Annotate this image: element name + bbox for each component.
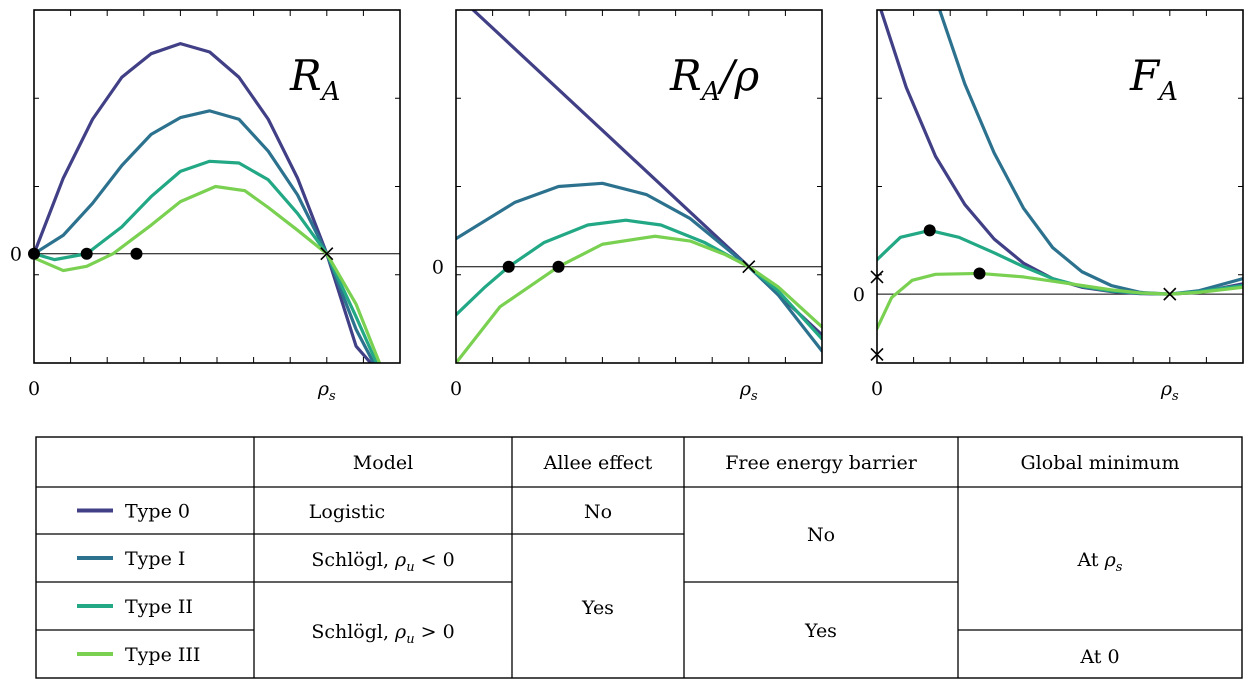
- barrier-no: No: [807, 524, 835, 546]
- equilibrium-dot: [80, 247, 93, 260]
- barrier-yes: Yes: [804, 620, 837, 642]
- x-tick-label: ρs: [739, 378, 758, 404]
- x-tick-label: ρs: [1160, 378, 1179, 404]
- equilibrium-dot: [502, 260, 515, 273]
- equilibrium-cross: [742, 260, 756, 274]
- table-header-2: Allee effect: [543, 452, 653, 474]
- legend-label: Type 0: [125, 501, 190, 523]
- table-header-3: Free energy barrier: [725, 452, 918, 474]
- allee-yes: Yes: [581, 597, 614, 619]
- global-min-at-zero: At 0: [1079, 646, 1119, 668]
- y-tick-label: 0: [10, 244, 22, 266]
- equilibrium-dot: [130, 247, 143, 260]
- legend-label: Type III: [125, 644, 200, 666]
- table-border: [35, 436, 1243, 679]
- global-min-at-rho-s: At ρs: [1077, 549, 1123, 575]
- equilibrium-dot: [552, 260, 565, 273]
- equilibrium-dot: [923, 224, 936, 237]
- equilibrium-dot: [973, 267, 986, 280]
- panel-title: RA: [289, 51, 340, 107]
- chart-panel-2: 0 ρs 0 RA/ρ: [432, 9, 823, 404]
- plot-frame: [876, 9, 1244, 364]
- chart-panel-1: 0 ρs 0 RA: [10, 9, 401, 404]
- series-line-type-0: [879, 10, 1243, 296]
- legend-label: Type II: [125, 596, 193, 618]
- chart-panel-3: 0 ρs 0 FA: [853, 9, 1244, 404]
- model-schlogl-negative: Schlögl, ρu < 0: [311, 549, 454, 575]
- series-line-type-i: [937, 10, 1243, 296]
- series-line-type-iii: [456, 234, 822, 363]
- plot-frame: [455, 9, 823, 364]
- table-header-1: Model: [353, 452, 413, 474]
- x-tick-label: ρs: [317, 378, 336, 404]
- series-line-type-ii: [877, 228, 1243, 296]
- charts-area: 0 ρs 0 RA 0 ρs 0 RA/ρ 0 ρs 0 FA: [10, 9, 1244, 404]
- x-tick-label: 0: [450, 378, 462, 400]
- equilibrium-cross: [1163, 287, 1177, 301]
- model-logistic: Logistic: [309, 501, 385, 523]
- x-tick-label: 0: [871, 378, 883, 400]
- y-tick-label: 0: [432, 257, 444, 279]
- x-tick-label: 0: [28, 378, 40, 400]
- y-tick-label: 0: [853, 284, 865, 306]
- panel-title: FA: [1129, 51, 1178, 107]
- series-line-type-iii: [877, 271, 1243, 331]
- legend-label: Type I: [125, 548, 185, 570]
- summary-table: Model Allee effect Free energy barrier Glob…: [35, 436, 1243, 679]
- equilibrium-cross: [320, 247, 334, 261]
- table-header-4: Global minimum: [1021, 452, 1180, 474]
- model-schlogl-positive: Schlögl, ρu > 0: [311, 621, 454, 647]
- panel-title: RA/ρ: [669, 51, 760, 107]
- series-line-type-i: [34, 109, 376, 363]
- allee-no: No: [584, 501, 612, 523]
